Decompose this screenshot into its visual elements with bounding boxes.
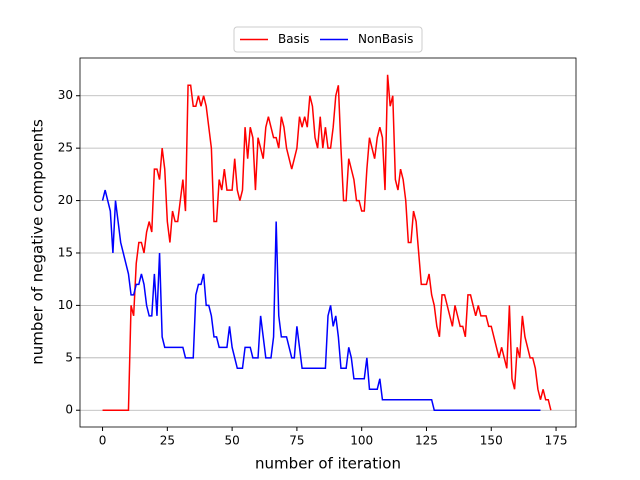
y-tick-label: 25: [58, 141, 73, 155]
y-tick-label: 10: [58, 298, 73, 312]
y-tick-label: 15: [58, 245, 73, 259]
x-tick-label: 150: [480, 434, 503, 448]
y-tick-label: 0: [65, 403, 73, 417]
x-tick-label: 125: [415, 434, 438, 448]
x-tick-label: 50: [224, 434, 239, 448]
x-axis-label: number of iteration: [255, 455, 401, 473]
legend-label: Basis: [278, 32, 309, 46]
plot-frame: [79, 57, 577, 428]
data-line: [102, 74, 552, 411]
y-tick-label: 30: [58, 88, 73, 102]
legend: Basis NonBasis: [233, 26, 423, 53]
y-tick-label: 5: [65, 350, 73, 364]
data-line: [101, 189, 541, 411]
x-tick-label: 100: [350, 434, 373, 448]
legend-label: NonBasis: [358, 32, 413, 46]
y-tick-label: 20: [58, 193, 73, 207]
x-tick-label: 25: [160, 434, 175, 448]
x-tick-label: 175: [545, 434, 568, 448]
x-tick-label: 0: [99, 434, 107, 448]
x-tick-label: 75: [289, 434, 304, 448]
y-axis-label: number of negative components: [29, 119, 47, 365]
